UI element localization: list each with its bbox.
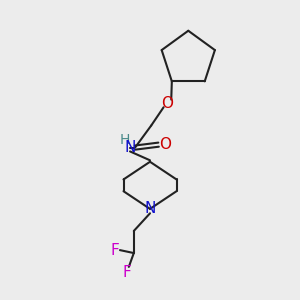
Text: O: O	[159, 137, 171, 152]
Text: F: F	[110, 243, 119, 258]
Text: N: N	[144, 201, 156, 216]
Text: O: O	[161, 96, 173, 111]
Text: H: H	[119, 133, 130, 147]
Text: F: F	[122, 265, 131, 280]
Text: N: N	[124, 140, 136, 155]
